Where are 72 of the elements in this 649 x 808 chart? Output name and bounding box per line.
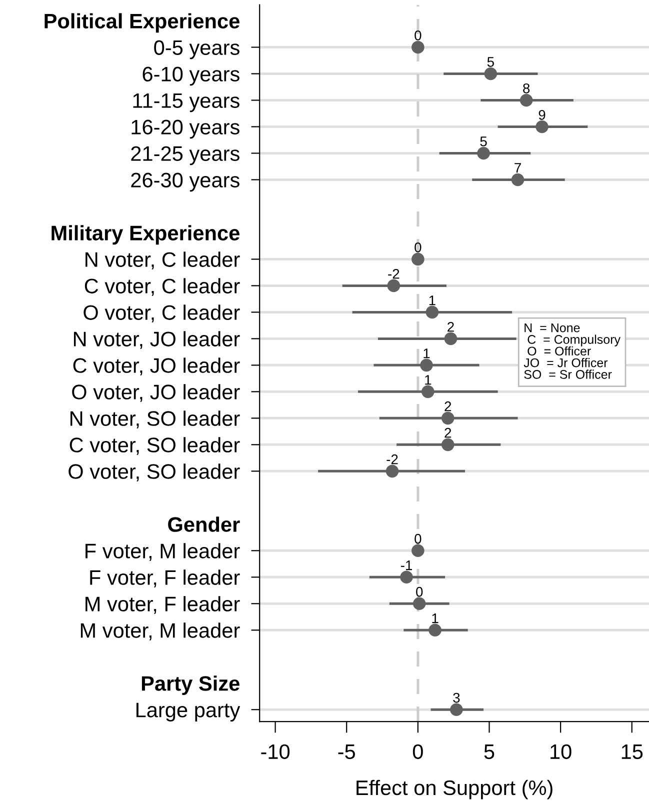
y-tick-label: F voter, F leader <box>90 570 240 588</box>
y-tick-label: M voter, F leader <box>86 596 240 614</box>
point <box>412 252 424 266</box>
x-tick-label: 10 <box>550 744 572 760</box>
point <box>450 703 463 716</box>
data-label: 7 <box>514 163 521 173</box>
point <box>428 624 442 637</box>
data-label: 2 <box>448 322 454 332</box>
data-label: 1 <box>424 348 430 358</box>
data-label: 0 <box>414 242 422 252</box>
y-tick-label: N voter, SO leader <box>70 410 240 428</box>
y-tick-label: Large party <box>136 702 240 722</box>
y-tick-label: N voter, C leader <box>86 252 240 270</box>
y-tick-label: O voter, JO leader <box>72 384 240 402</box>
y-tick-label: C voter, JO leader <box>73 358 240 376</box>
point <box>422 385 434 398</box>
data-label: 3 <box>453 692 460 703</box>
point <box>387 279 400 292</box>
point <box>441 412 454 425</box>
point <box>520 94 533 107</box>
y-tick-label: 11-15 years <box>133 93 240 112</box>
point <box>484 67 498 80</box>
point <box>511 173 524 186</box>
point <box>386 464 399 478</box>
point <box>412 544 424 558</box>
data-label: 8 <box>523 83 530 94</box>
data-label: 1 <box>429 296 436 306</box>
x-tick-label: -5 <box>338 744 355 760</box>
x-tick-label: 0 <box>412 744 423 760</box>
annotation: N = None C = Compulsory O = Officer JO = Jr Officer SO = Sr Officer <box>524 324 620 379</box>
point <box>426 306 439 319</box>
y-tick-label: Party Size <box>142 676 240 695</box>
point <box>477 146 490 160</box>
data-label: 2 <box>444 401 452 412</box>
y-tick-label: 16-20 years <box>132 120 240 139</box>
y-tick-label: C voter, SO leader <box>70 437 240 455</box>
x-tick-label: 15 <box>622 744 643 760</box>
y-tick-label: 0-5 years <box>154 40 240 60</box>
y-tick-label: 6-10 years <box>142 66 240 86</box>
y-tick-label: N voter, JO leader <box>74 331 240 349</box>
y-tick-label: O voter, SO leader <box>68 464 240 482</box>
y-tick-label: C voter, C leader <box>84 278 240 296</box>
data-label: 9 <box>538 110 546 120</box>
data-label: 2 <box>444 428 452 438</box>
y-tick-label: 21-25 years <box>131 146 240 166</box>
y-tick-label: Military Experience <box>52 225 240 245</box>
data-label: 1 <box>432 614 438 624</box>
point <box>441 438 454 452</box>
data-label: 0 <box>414 534 422 544</box>
data-label: -1 <box>400 560 412 570</box>
data-label: -2 <box>388 268 400 279</box>
y-tick-label: Political Experience <box>44 13 240 33</box>
y-tick-label: 26-30 years <box>131 172 240 192</box>
x-tick-label: 5 <box>484 744 494 760</box>
point <box>412 40 424 54</box>
data-label: -2 <box>386 454 398 464</box>
point <box>444 332 458 346</box>
y-tick-label: M voter, M leader <box>80 622 240 640</box>
y-tick-label: F voter, M leader <box>86 543 240 561</box>
data-label: 0 <box>414 30 422 40</box>
y-tick-label: Gender <box>168 516 240 532</box>
data-label: 0 <box>416 586 423 597</box>
x-tick-label: -10 <box>261 744 290 760</box>
x-axis-title: Effect on Support (%) <box>356 780 552 800</box>
point <box>400 570 413 584</box>
y-tick-label: O voter, C leader <box>84 304 240 322</box>
data-label: 5 <box>487 57 494 67</box>
point <box>412 597 426 610</box>
point <box>536 120 548 134</box>
point <box>420 358 433 372</box>
data-label: 5 <box>480 136 487 146</box>
data-label: 1 <box>425 375 432 385</box>
